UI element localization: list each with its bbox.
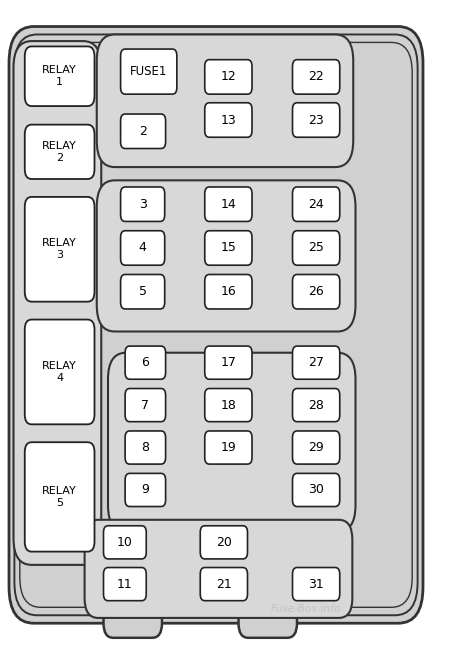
Text: 24: 24 [308,198,324,211]
Text: 12: 12 [220,70,236,84]
Text: FUSE1: FUSE1 [130,65,167,78]
FancyBboxPatch shape [292,346,340,379]
FancyBboxPatch shape [108,353,356,532]
Text: 21: 21 [216,577,232,591]
Text: RELAY
4: RELAY 4 [42,361,77,383]
FancyBboxPatch shape [97,180,356,332]
FancyBboxPatch shape [104,606,162,638]
FancyBboxPatch shape [121,187,165,221]
Text: 2: 2 [139,125,147,138]
Text: 4: 4 [139,241,147,255]
Text: RELAY
5: RELAY 5 [42,486,77,508]
Text: 14: 14 [220,198,236,211]
FancyBboxPatch shape [9,27,423,623]
FancyBboxPatch shape [121,274,165,309]
FancyBboxPatch shape [292,473,340,507]
FancyBboxPatch shape [205,346,252,379]
FancyBboxPatch shape [121,49,177,94]
Text: 25: 25 [308,241,324,255]
FancyBboxPatch shape [104,526,146,559]
Text: Fuse-Box.info: Fuse-Box.info [271,603,341,614]
FancyBboxPatch shape [205,389,252,422]
Text: 23: 23 [308,113,324,127]
Text: 11: 11 [117,577,133,591]
FancyBboxPatch shape [121,114,166,149]
Text: 31: 31 [308,577,324,591]
FancyBboxPatch shape [292,103,340,137]
Text: RELAY
2: RELAY 2 [42,141,77,162]
Text: 19: 19 [220,441,236,454]
FancyBboxPatch shape [292,431,340,464]
FancyBboxPatch shape [125,346,166,379]
Text: 8: 8 [141,441,149,454]
FancyBboxPatch shape [205,60,252,94]
FancyBboxPatch shape [292,60,340,94]
FancyBboxPatch shape [205,231,252,265]
Text: 5: 5 [139,285,147,298]
FancyBboxPatch shape [125,431,166,464]
FancyBboxPatch shape [292,274,340,309]
FancyBboxPatch shape [205,431,252,464]
Text: 15: 15 [220,241,236,255]
FancyBboxPatch shape [104,568,146,601]
Text: 16: 16 [220,285,236,298]
FancyBboxPatch shape [238,606,297,638]
Text: RELAY
3: RELAY 3 [42,239,77,260]
Text: 29: 29 [308,441,324,454]
Text: 18: 18 [220,398,236,412]
Text: 22: 22 [308,70,324,84]
FancyBboxPatch shape [25,125,94,179]
FancyBboxPatch shape [292,389,340,422]
Text: 9: 9 [141,483,149,497]
FancyBboxPatch shape [200,568,248,601]
FancyBboxPatch shape [125,389,166,422]
Text: 20: 20 [216,536,232,549]
FancyBboxPatch shape [292,568,340,601]
Text: RELAY
1: RELAY 1 [42,66,77,87]
Text: 26: 26 [308,285,324,298]
FancyBboxPatch shape [205,274,252,309]
Text: 13: 13 [220,113,236,127]
Text: 3: 3 [139,198,147,211]
FancyBboxPatch shape [125,473,166,507]
Text: 10: 10 [117,536,133,549]
Text: 17: 17 [220,356,236,369]
FancyBboxPatch shape [14,41,101,565]
FancyBboxPatch shape [25,442,94,552]
Text: 27: 27 [308,356,324,369]
FancyBboxPatch shape [25,46,94,106]
Text: 28: 28 [308,398,324,412]
FancyBboxPatch shape [121,231,165,265]
FancyBboxPatch shape [85,520,352,618]
FancyBboxPatch shape [205,103,252,137]
FancyBboxPatch shape [205,187,252,221]
FancyBboxPatch shape [200,526,248,559]
FancyBboxPatch shape [97,34,353,167]
FancyBboxPatch shape [25,320,94,424]
Text: 6: 6 [141,356,149,369]
FancyBboxPatch shape [25,197,94,302]
Text: 7: 7 [141,398,149,412]
FancyBboxPatch shape [292,187,340,221]
Text: 30: 30 [308,483,324,497]
FancyBboxPatch shape [292,231,340,265]
